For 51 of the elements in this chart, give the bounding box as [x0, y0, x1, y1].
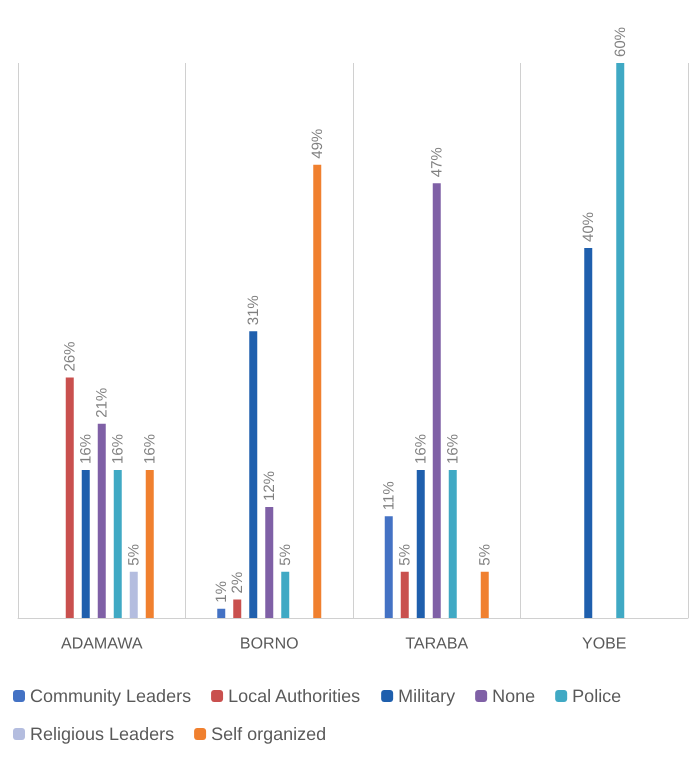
bar — [584, 248, 592, 618]
bar — [448, 470, 457, 618]
legend-label: Community Leaders — [30, 686, 192, 706]
data-label: 16% — [412, 434, 430, 464]
data-label: 49% — [308, 128, 326, 159]
bar — [432, 183, 441, 618]
data-label: 5% — [396, 544, 414, 566]
data-label: 26% — [61, 341, 78, 372]
legend-label: Military — [398, 686, 456, 706]
data-label: 60% — [612, 26, 629, 57]
legend-label: Police — [572, 686, 622, 706]
x-tick-label: YOBE — [582, 636, 626, 652]
data-label: 31% — [244, 295, 262, 326]
data-label: 11% — [380, 481, 398, 510]
data-label: 47% — [428, 147, 446, 178]
bar — [249, 331, 258, 618]
bar — [616, 63, 624, 618]
data-label: 16% — [77, 434, 94, 464]
data-label: 16% — [444, 434, 462, 464]
data-label: 5% — [276, 544, 294, 566]
legend-label: Local Authorities — [228, 686, 360, 706]
data-label: 5% — [125, 544, 142, 566]
data-label: 21% — [93, 388, 110, 418]
data-label: 16% — [109, 434, 126, 464]
bar — [265, 507, 274, 618]
data-label: 5% — [476, 544, 494, 566]
legend-label: Religious Leaders — [30, 724, 174, 744]
data-label: 2% — [228, 572, 246, 594]
x-tick-label: TARABA — [405, 636, 468, 652]
bar — [146, 470, 154, 618]
data-label: 1% — [212, 581, 230, 603]
legend-label: None — [492, 686, 536, 706]
bar — [384, 516, 393, 618]
x-tick-label: ADAMAWA — [61, 636, 143, 652]
legend-label: Self organized — [211, 724, 326, 744]
data-label: 12% — [260, 470, 278, 501]
bar — [480, 572, 489, 618]
data-label: 16% — [141, 434, 158, 464]
bar — [98, 424, 106, 618]
bar — [416, 470, 425, 618]
bar — [114, 470, 122, 618]
bar — [130, 572, 138, 618]
bar — [281, 572, 290, 618]
bar — [82, 470, 90, 618]
bar — [313, 164, 322, 618]
bar — [400, 572, 409, 618]
bar — [66, 378, 74, 618]
x-tick-label: BORNO — [240, 636, 299, 652]
bar — [233, 600, 242, 618]
bar — [217, 608, 226, 618]
data-label: 40% — [580, 212, 597, 242]
